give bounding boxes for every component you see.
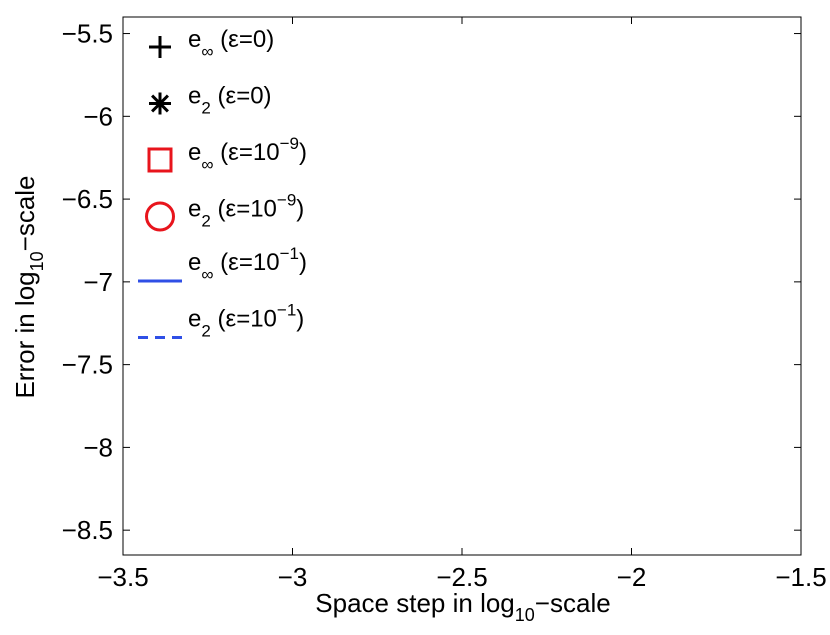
- legend-label-base: e: [188, 26, 201, 53]
- y-tick-label: −7.5: [62, 350, 113, 380]
- legend-label-sub: 2: [201, 99, 210, 118]
- legend-label-sub: ∞: [201, 155, 213, 174]
- legend-item-e_2_eps1e-1: e2 (ε=10−1): [138, 301, 304, 341]
- x-tick-label: −3: [278, 562, 308, 592]
- legend-label-sup: −9: [280, 134, 299, 153]
- legend-label-rest: (ε=10: [213, 139, 279, 166]
- legend-marker: [147, 147, 173, 173]
- legend-label-sub: ∞: [201, 42, 213, 61]
- y-tick-label: −6: [83, 101, 113, 131]
- legend-label-close: ): [296, 196, 304, 223]
- legend-label-base: e: [188, 306, 201, 333]
- legend-label: e2 (ε=10−1): [188, 301, 304, 341]
- legend-label-base: e: [188, 139, 201, 166]
- legend-label-base: e: [188, 83, 201, 110]
- legend-item-e_2_eps0: e2 (ε=0): [149, 83, 272, 118]
- legend-label-rest: (ε=0): [213, 26, 274, 53]
- y-tick-label: −5.5: [62, 19, 113, 49]
- y-tick-label: −7: [83, 267, 113, 297]
- legend-item-e_2_eps1e-9: e2 (ε=10−9): [145, 191, 304, 232]
- legend-marker: [145, 201, 175, 232]
- x-axis-label: Space step in log10−scale: [315, 588, 610, 625]
- legend-item-e_inf_eps0: e∞ (ε=0): [149, 26, 274, 61]
- x-tick-label: −2.5: [436, 562, 487, 592]
- x-tick-label: −3.5: [97, 562, 148, 592]
- plot-frame: [122, 16, 802, 556]
- legend-item-e_inf_eps1e-1: e∞ (ε=10−1): [138, 244, 307, 284]
- legend-label-sub: 2: [201, 212, 210, 231]
- legend-label: e∞ (ε=0): [188, 26, 274, 61]
- x-tick-label: −2: [617, 562, 647, 592]
- legend-label: e2 (ε=0): [188, 83, 272, 118]
- y-tick-label: −8: [83, 432, 113, 462]
- legend-marker: [149, 36, 171, 58]
- legend-label-base: e: [188, 249, 201, 276]
- axes: −3.5 −3 −2.5 −2 −1.5 −5.5 −6 −6.5 −7 −7.5 −8 −8.5: [62, 16, 827, 592]
- square-shape: [147, 147, 173, 173]
- y-tick-label: −8.5: [62, 515, 113, 545]
- legend-label-close: ): [299, 139, 307, 166]
- legend-label-rest: (ε=0): [211, 83, 272, 110]
- legend-label: e∞ (ε=10−1): [188, 244, 307, 284]
- y-axis-label: Error in log10−scale: [10, 175, 47, 398]
- y-tick-label: −6.5: [62, 184, 113, 214]
- legend-label-base: e: [188, 196, 201, 223]
- circle-shape: [145, 201, 175, 232]
- legend-item-e_inf_eps1e-9: e∞ (ε=10−9): [147, 134, 307, 174]
- star-d2: [151, 94, 169, 113]
- legend-label-sup: −1: [277, 301, 296, 320]
- legend-label: e2 (ε=10−9): [188, 191, 304, 231]
- legend: e∞ (ε=0)e2 (ε=0)e∞ (ε=10−9)e2 (ε=10−9)e∞…: [138, 26, 307, 341]
- legend-marker: [149, 92, 171, 115]
- legend-label-rest: (ε=10: [213, 249, 279, 276]
- legend-label-sub: 2: [201, 322, 210, 341]
- legend-label: e∞ (ε=10−9): [188, 134, 307, 174]
- legend-label-sup: −9: [277, 191, 296, 210]
- legend-label-close: ): [299, 249, 307, 276]
- legend-label-rest: (ε=10: [211, 306, 277, 333]
- x-tick-label: −1.5: [775, 562, 826, 592]
- legend-label-rest: (ε=10: [211, 196, 277, 223]
- legend-label-sup: −1: [280, 244, 299, 263]
- legend-label-sub: ∞: [201, 265, 213, 284]
- legend-label-close: ): [296, 306, 304, 333]
